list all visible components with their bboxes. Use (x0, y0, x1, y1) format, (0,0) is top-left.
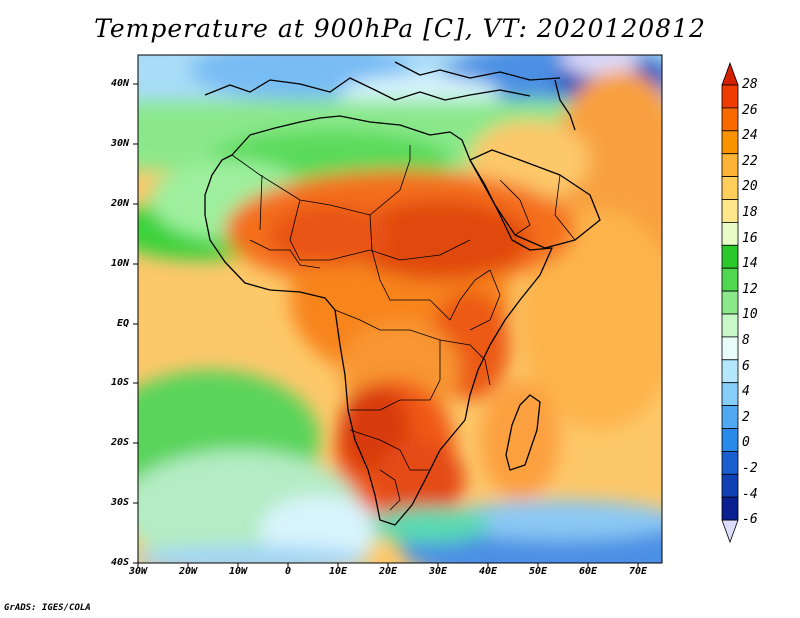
lon-ticks (137, 563, 639, 568)
lon-label: 30E (428, 566, 448, 577)
colorbar-swatch (721, 267, 739, 292)
colorbar-label: 24 (742, 128, 758, 144)
colorbar-label: 18 (742, 204, 758, 220)
colorbar (721, 61, 739, 544)
colorbar-label: 0 (742, 435, 750, 451)
colorbar-swatch (721, 199, 739, 223)
colorbar-swatch (721, 473, 739, 498)
lat-label: 40N (110, 78, 129, 89)
colorbar-swatch (721, 496, 739, 521)
colorbar-label: 14 (742, 256, 758, 272)
coastlines (204, 61, 601, 526)
colorbar-swatch (721, 221, 739, 246)
lat-label: 40S (110, 557, 129, 568)
colorbar-swatch (721, 359, 739, 384)
lat-label: 30S (110, 497, 129, 508)
colorbar-swatch (721, 290, 739, 315)
credit-label: GrADS: IGES/COLA (4, 603, 91, 613)
colorbar-swatch (721, 84, 739, 109)
colorbar-label: 20 (742, 179, 758, 195)
lon-label: 50E (528, 566, 548, 577)
colorbar-top-arrow (721, 61, 739, 86)
colorbar-swatch (721, 153, 739, 177)
colorbar-label: 16 (742, 230, 758, 246)
colorbar-swatch (721, 107, 739, 132)
map-frame (137, 54, 663, 564)
colorbar-swatch (721, 428, 739, 452)
borders (231, 145, 576, 511)
colorbar-swatch (721, 176, 739, 200)
colorbar-swatch (721, 405, 739, 429)
colorbar-label: 8 (742, 332, 750, 348)
colorbar-swatch (721, 450, 739, 475)
colorbar-label: 6 (742, 358, 750, 374)
colorbar-label: 4 (742, 384, 750, 400)
colorbar-bottom-arrow (721, 519, 739, 544)
colorbar-swatch (721, 336, 739, 361)
lon-label: 40E (478, 566, 498, 577)
colorbar-label: 12 (742, 281, 758, 297)
lon-label: 30W (128, 566, 148, 577)
colorbar-label: -6 (742, 512, 758, 528)
colorbar-label: 26 (742, 102, 758, 118)
temperature-field (138, 55, 662, 563)
lat-ticks (133, 83, 138, 564)
lat-label: 30N (110, 138, 129, 149)
colorbar-swatch (721, 130, 739, 155)
colorbar-label: 10 (742, 307, 758, 323)
colorbar-label: -4 (742, 486, 758, 502)
colorbar-label: 2 (742, 409, 750, 425)
colorbar-swatch (721, 313, 739, 338)
lon-label: 10W (228, 566, 248, 577)
colorbar-swatch (721, 382, 739, 407)
lon-label: 20W (178, 566, 198, 577)
lat-label: 20N (110, 198, 129, 209)
colorbar-label: 28 (742, 77, 758, 92)
lon-label: 0 (284, 566, 292, 577)
lon-label: 20E (378, 566, 398, 577)
colorbar-label: -2 (742, 460, 758, 476)
lon-label: 60E (578, 566, 598, 577)
colorbar-swatch (721, 244, 739, 269)
lat-label: 20S (110, 437, 129, 448)
lat-label: 10N (110, 258, 129, 269)
lat-label: EQ (116, 318, 129, 329)
map-title: Temperature at 900hPa [C], VT: 202012081… (94, 14, 706, 43)
lon-label: 10E (328, 566, 348, 577)
lon-label: 70E (628, 566, 648, 577)
colorbar-label: 22 (742, 153, 758, 169)
lat-label: 10S (110, 377, 129, 388)
